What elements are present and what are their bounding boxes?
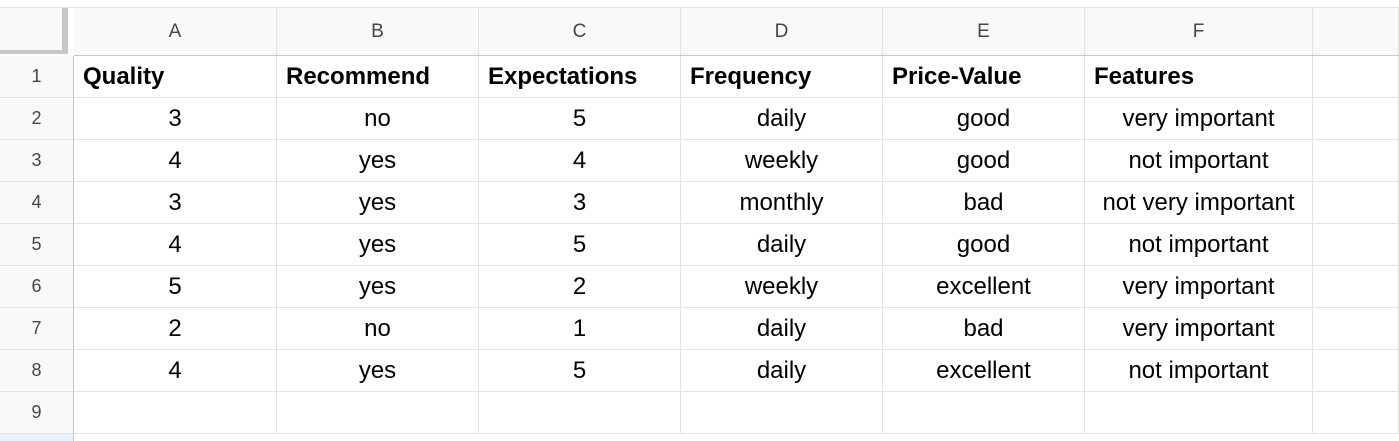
cell-recommend[interactable]: yes	[277, 140, 479, 182]
cell-features[interactable]: very important	[1085, 98, 1313, 140]
cell-frequency[interactable]: daily	[681, 350, 883, 392]
empty-cell[interactable]	[883, 392, 1085, 434]
table-row: 5 yes 2 weekly excellent very important	[74, 266, 1399, 308]
cell-price-value[interactable]: good	[883, 98, 1085, 140]
cell-recommend[interactable]: yes	[277, 224, 479, 266]
cell-quality[interactable]: 3	[74, 98, 277, 140]
cell-recommend[interactable]: no	[277, 308, 479, 350]
cell-features[interactable]: not important	[1085, 224, 1313, 266]
cell-quality[interactable]: 2	[74, 308, 277, 350]
column-header-row: A B C D E F	[74, 8, 1399, 56]
cell-price-value[interactable]: excellent	[883, 266, 1085, 308]
row-header-1[interactable]: 1	[0, 56, 74, 98]
cell-features[interactable]: not important	[1085, 140, 1313, 182]
cell-recommend[interactable]: yes	[277, 182, 479, 224]
row-header-column: 1 2 3 4 5 6 7 8 9	[0, 56, 74, 434]
cell-features[interactable]: very important	[1085, 308, 1313, 350]
column-header-g[interactable]	[1313, 8, 1399, 55]
cell-quality[interactable]: 3	[74, 182, 277, 224]
cell-expectations[interactable]: 5	[479, 224, 681, 266]
row-header-2[interactable]: 2	[0, 98, 74, 140]
empty-cell[interactable]	[1313, 308, 1399, 350]
cell-price-value[interactable]: bad	[883, 308, 1085, 350]
cell-frequency[interactable]: daily	[681, 308, 883, 350]
empty-cell[interactable]	[1313, 56, 1399, 98]
cell-quality[interactable]: 5	[74, 266, 277, 308]
cell-grid: Quality Recommend Expectations Frequency…	[74, 56, 1399, 434]
cell-expectations[interactable]: 4	[479, 140, 681, 182]
empty-cell[interactable]	[1313, 392, 1399, 434]
header-cell-expectations[interactable]: Expectations	[479, 56, 681, 98]
cell-recommend[interactable]: yes	[277, 350, 479, 392]
column-header-d[interactable]: D	[681, 8, 883, 55]
cell-frequency[interactable]: monthly	[681, 182, 883, 224]
empty-cell[interactable]	[1313, 350, 1399, 392]
row-header-3[interactable]: 3	[0, 140, 74, 182]
empty-cell[interactable]	[1313, 98, 1399, 140]
header-cell-recommend[interactable]: Recommend	[277, 56, 479, 98]
row-header-4[interactable]: 4	[0, 182, 74, 224]
cell-features[interactable]: not very important	[1085, 182, 1313, 224]
cell-price-value[interactable]: good	[883, 140, 1085, 182]
table-row: 4 yes 5 daily excellent not important	[74, 350, 1399, 392]
table-row: 4 yes 5 daily good not important	[74, 224, 1399, 266]
empty-cell[interactable]	[74, 392, 277, 434]
header-cell-features[interactable]: Features	[1085, 56, 1313, 98]
column-header-a[interactable]: A	[74, 8, 277, 55]
column-header-f[interactable]: F	[1085, 8, 1313, 55]
table-row: 3 yes 3 monthly bad not very important	[74, 182, 1399, 224]
cell-expectations[interactable]: 2	[479, 266, 681, 308]
empty-cell[interactable]	[1313, 224, 1399, 266]
header-cell-frequency[interactable]: Frequency	[681, 56, 883, 98]
empty-cell[interactable]	[1313, 140, 1399, 182]
cell-frequency[interactable]: weekly	[681, 266, 883, 308]
row-header-8[interactable]: 8	[0, 350, 74, 392]
cell-frequency[interactable]: daily	[681, 98, 883, 140]
row-header-7[interactable]: 7	[0, 308, 74, 350]
column-header-e[interactable]: E	[883, 8, 1085, 55]
cell-price-value[interactable]: excellent	[883, 350, 1085, 392]
cell-price-value[interactable]: good	[883, 224, 1085, 266]
table-row	[74, 392, 1399, 434]
row-header-5[interactable]: 5	[0, 224, 74, 266]
table-row: 2 no 1 daily bad very important	[74, 308, 1399, 350]
empty-cell[interactable]	[1313, 182, 1399, 224]
row-header-9[interactable]: 9	[0, 392, 74, 434]
table-row: 4 yes 4 weekly good not important	[74, 140, 1399, 182]
cell-recommend[interactable]: no	[277, 98, 479, 140]
row-header-6[interactable]: 6	[0, 266, 74, 308]
cell-features[interactable]: very important	[1085, 266, 1313, 308]
table-header-row: Quality Recommend Expectations Frequency…	[74, 56, 1399, 98]
cell-quality[interactable]: 4	[74, 350, 277, 392]
cell-frequency[interactable]: daily	[681, 224, 883, 266]
cell-quality[interactable]: 4	[74, 140, 277, 182]
empty-cell[interactable]	[277, 392, 479, 434]
column-header-b[interactable]: B	[277, 8, 479, 55]
column-header-c[interactable]: C	[479, 8, 681, 55]
cell-frequency[interactable]: weekly	[681, 140, 883, 182]
header-cell-price-value[interactable]: Price-Value	[883, 56, 1085, 98]
empty-cell[interactable]	[681, 392, 883, 434]
cell-price-value[interactable]: bad	[883, 182, 1085, 224]
toolbar-edge	[0, 0, 1399, 8]
cell-features[interactable]: not important	[1085, 350, 1313, 392]
cell-expectations[interactable]: 5	[479, 98, 681, 140]
cell-expectations[interactable]: 1	[479, 308, 681, 350]
empty-cell[interactable]	[479, 392, 681, 434]
cell-quality[interactable]: 4	[74, 224, 277, 266]
table-row: 3 no 5 daily good very important	[74, 98, 1399, 140]
header-cell-quality[interactable]: Quality	[74, 56, 277, 98]
select-all-corner[interactable]	[0, 8, 68, 54]
cell-recommend[interactable]: yes	[277, 266, 479, 308]
cell-expectations[interactable]: 3	[479, 182, 681, 224]
row-header-next[interactable]	[0, 434, 74, 441]
empty-cell[interactable]	[1313, 266, 1399, 308]
cell-expectations[interactable]: 5	[479, 350, 681, 392]
empty-cell[interactable]	[1085, 392, 1313, 434]
